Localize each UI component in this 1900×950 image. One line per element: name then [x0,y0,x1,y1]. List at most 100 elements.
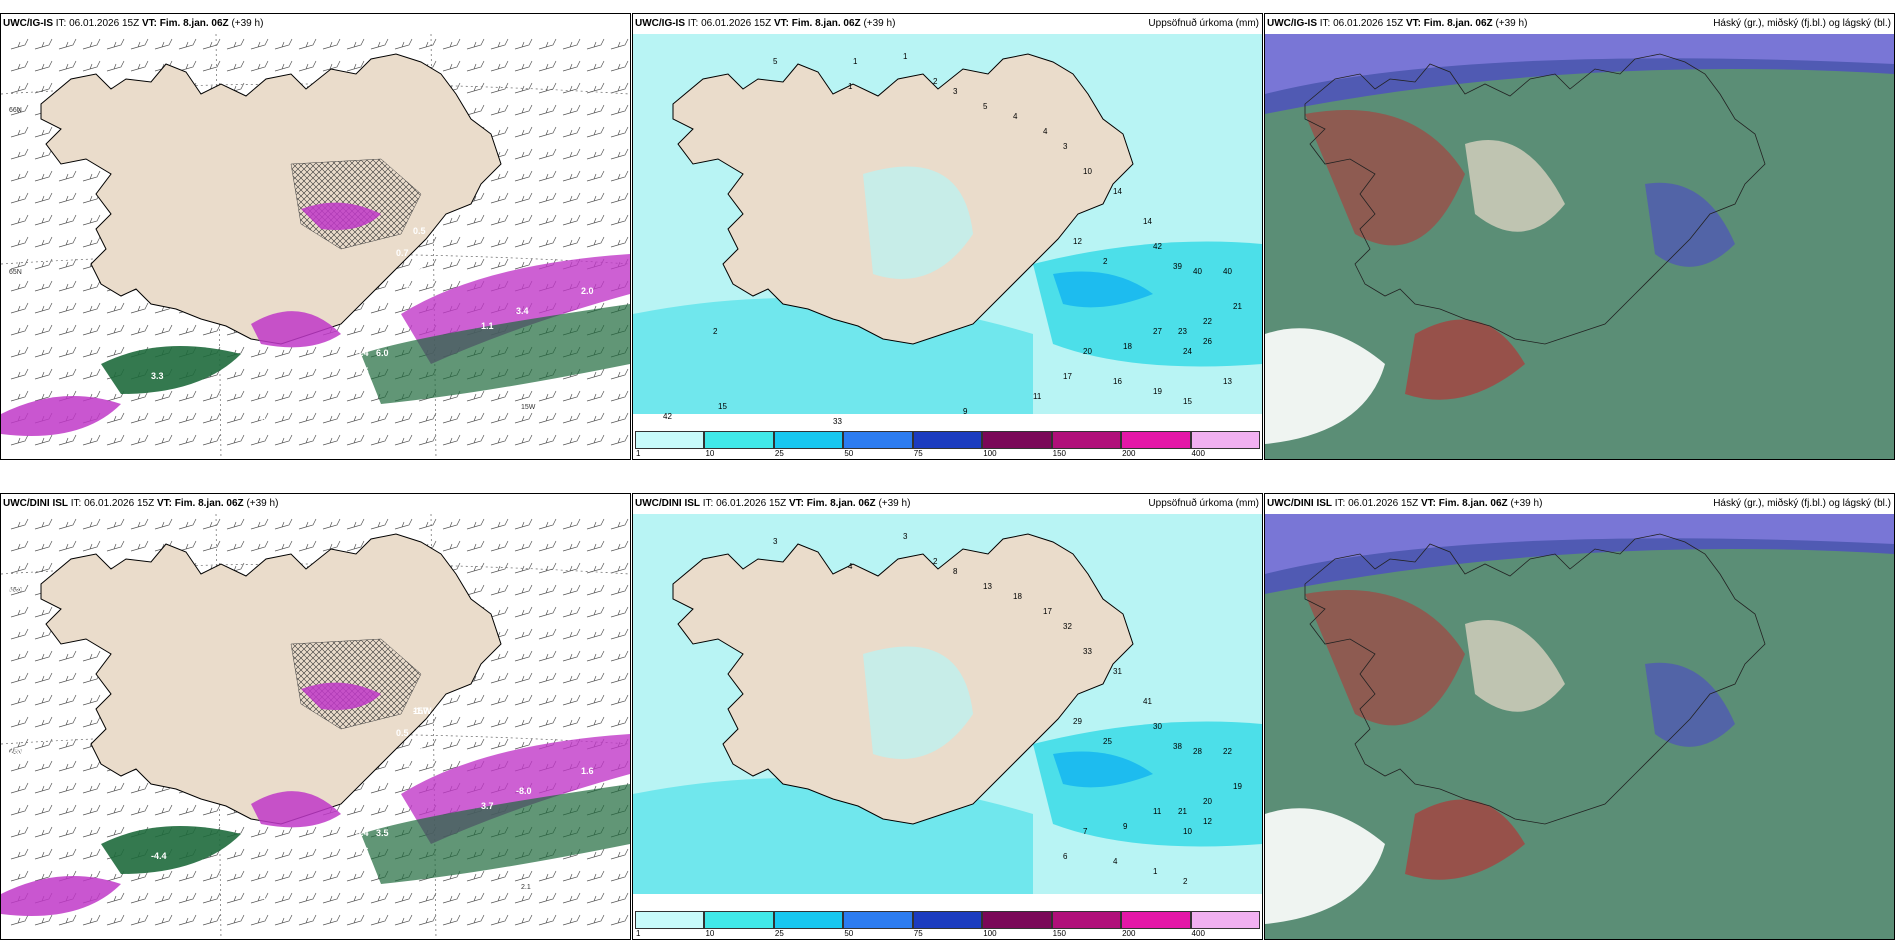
wind-barb [394,518,413,530]
wind-barb [490,606,509,618]
colorbar-segment [1190,431,1260,449]
wind-barb [82,236,101,248]
wind-barb [490,192,509,204]
wind-barb [490,672,509,684]
wind-barb [562,892,581,904]
wind-barb [274,60,293,72]
wind-barb [250,848,269,860]
wind-barb [538,870,557,882]
wind-barb [34,148,53,160]
wind-barb [538,716,557,728]
wind-barb [610,870,629,882]
wind-barb [538,104,557,116]
precip-blob [251,791,341,828]
wind-barb [298,870,317,882]
wind-barb [562,650,581,662]
wind-barb [610,170,629,182]
wind-barb [58,236,77,248]
wind-barb [514,170,533,182]
panel-title: Uppsöfnuð úrkoma (mm) [1148,498,1259,509]
wind-barb [10,562,29,574]
vt-value: Fim. 8.jan. 06Z [174,498,244,509]
wind-barb [610,412,629,424]
map-value-label: 20W [9,746,28,756]
wind-barb [562,192,581,204]
panel-title: Háský (gr.), miðský (fj.bl.) og lágský (… [1713,498,1891,509]
wind-barb [82,650,101,662]
wind-barb [538,606,557,618]
wind-barb [178,434,197,446]
wind-barb [610,148,629,160]
wind-barb [514,192,533,204]
wind-barb [82,848,101,860]
panel-header: UWC/IG-IS IT: 06.01.2026 15Z VT: Fim. 8.… [1,14,630,34]
wind-barb [34,694,53,706]
wind-barb [34,280,53,292]
wind-barb [298,914,317,926]
wind-barb [130,782,149,794]
wind-barb [34,324,53,336]
precip-field [863,166,973,279]
wind-barb [418,258,437,270]
wind-barb [58,192,77,204]
wind-barb [514,738,533,750]
map-value-label: 3.4 [356,828,369,838]
map-value-label: 21 [1233,302,1242,311]
wind-barb [514,390,533,402]
wind-barb [58,280,77,292]
wind-barb [82,38,101,50]
wind-barb [610,434,629,446]
wind-barb [34,368,53,380]
wind-barb [10,434,29,446]
wind-barb [562,126,581,138]
wind-barb [346,368,365,380]
wind-barb [538,214,557,226]
wind-barb [562,434,581,446]
wind-barb [82,368,101,380]
colorbar-segment [773,911,844,929]
wind-barb [250,390,269,402]
precip-map: 5 1 1 2 3 5 4 4 3 10 14 14 12 2 42 39 40 40 21 22 23 26 24 27 18… [633,34,1262,459]
wind-barb [322,518,341,530]
wind-barb [130,390,149,402]
iceland-coastline [1304,53,1766,345]
wind-barb [34,650,53,662]
wind-barb [370,518,389,530]
wind-barb [538,628,557,640]
wind-barb [82,60,101,72]
model-name: UWC/DINI ISL [3,498,68,509]
wind-barb [34,716,53,728]
map-value-label: 22 [1223,747,1232,756]
wind-barb [586,170,605,182]
map-value-label: 66N [9,587,22,594]
wind-barb [58,540,77,552]
wind-barb [274,412,293,424]
wind-barb [394,302,413,314]
wind-barb [586,60,605,72]
wind-barb [58,650,77,662]
wind-barb [418,518,437,530]
wind-barb [346,540,365,552]
wind-barb [178,914,197,926]
wind-barb [10,584,29,596]
map-value-label: 1.1 [481,321,494,331]
wind-barb [130,914,149,926]
panel-header: UWC/IG-IS IT: 06.01.2026 15Z VT: Fim. 8.… [1265,14,1894,34]
wind-barb [298,38,317,50]
wind-barb [298,434,317,446]
wind-barb [418,434,437,446]
map-value-label: 9 [1123,822,1128,831]
wind-barb [586,236,605,248]
wind-barb [538,192,557,204]
wind-barb [34,38,53,50]
map-value-label: 16 [1113,377,1122,386]
colorbar-tick-label: 10 [705,449,715,458]
wind-barb [58,826,77,838]
wind-barb [58,324,77,336]
vt-label: VT: [156,498,172,509]
map-value-label: 17 [1063,372,1072,381]
map-value-label: 38 [1173,742,1182,751]
wind-barb [466,518,485,530]
map-value-label: 2.1 [521,884,531,891]
wind-barb [562,38,581,50]
